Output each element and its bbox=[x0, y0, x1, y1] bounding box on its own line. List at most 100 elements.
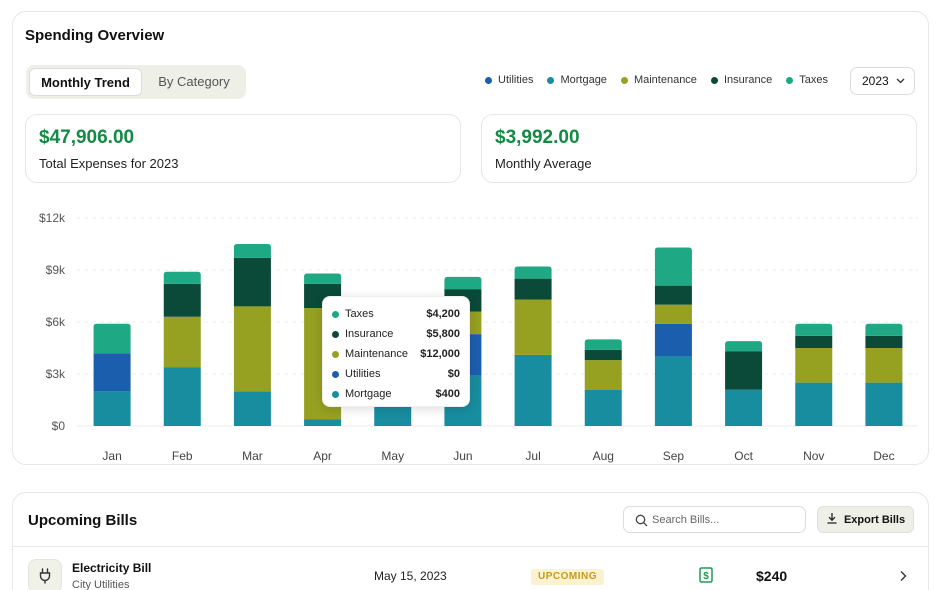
chart-legend: Utilities Mortgage Maintenance Insurance… bbox=[485, 74, 828, 86]
legend-dot bbox=[485, 76, 492, 84]
x-tick-label: Mar bbox=[242, 449, 263, 463]
chevron-down-icon bbox=[896, 68, 905, 104]
x-tick-label: Apr bbox=[313, 449, 332, 463]
search-bills-input[interactable] bbox=[652, 511, 800, 529]
tooltip-label: Mortgage bbox=[345, 388, 392, 400]
bar-segment-mortgage bbox=[304, 419, 342, 426]
view-toggle: Monthly Trend By Category bbox=[26, 65, 246, 99]
bar-segment-insurance bbox=[584, 349, 622, 361]
bill-provider: City Utilities bbox=[72, 579, 130, 590]
bar-segment-maintenance bbox=[865, 348, 903, 383]
bar-segment-mortgage bbox=[654, 356, 692, 426]
search-bills[interactable] bbox=[623, 506, 806, 533]
upcoming-bills-card: Upcoming Bills Export Bills Electricity … bbox=[12, 492, 929, 590]
bar-segment-mortgage bbox=[233, 391, 271, 426]
bar-segment-taxes bbox=[304, 273, 342, 284]
x-tick-label: May bbox=[381, 449, 404, 463]
dollar-bill-icon: $ bbox=[699, 567, 713, 588]
download-icon bbox=[826, 512, 838, 527]
bar-segment-mortgage bbox=[514, 354, 552, 426]
tooltip-dot bbox=[332, 390, 339, 398]
x-tick-label: Dec bbox=[873, 449, 894, 463]
bar-segment-maintenance bbox=[795, 348, 833, 383]
monthly-average-value: $3,992.00 bbox=[495, 127, 580, 148]
tooltip-value: $5,800 bbox=[426, 328, 460, 340]
bar-segment-utilities bbox=[93, 353, 131, 392]
status-badge: UPCOMING bbox=[531, 569, 604, 585]
divider bbox=[13, 546, 928, 547]
bill-due-date: May 15, 2023 bbox=[374, 569, 447, 583]
total-expenses-stat: $47,906.00 Total Expenses for 2023 bbox=[25, 114, 461, 183]
bar-segment-taxes bbox=[444, 276, 482, 290]
tooltip-label: Utilities bbox=[345, 368, 381, 380]
monthly-average-stat: $3,992.00 Monthly Average bbox=[481, 114, 917, 183]
tooltip-row-mortgage: Mortgage $400 bbox=[332, 384, 460, 404]
bill-row[interactable]: Electricity Bill City Utilities May 15, … bbox=[13, 547, 928, 590]
bar-segment-mortgage bbox=[93, 391, 131, 426]
legend-label: Taxes bbox=[799, 74, 828, 86]
bar-segment-utilities bbox=[654, 323, 692, 357]
y-tick-label: $6k bbox=[46, 315, 66, 329]
tooltip-row-taxes: Taxes $4,200 bbox=[332, 304, 460, 324]
bar-segment-mortgage bbox=[865, 382, 903, 426]
bar-segment-taxes bbox=[584, 339, 622, 350]
tooltip-value: $400 bbox=[435, 388, 460, 400]
spending-overview-card: Spending Overview Monthly Trend By Categ… bbox=[12, 11, 929, 465]
legend-taxes[interactable]: Taxes bbox=[786, 74, 828, 86]
bar-segment-insurance bbox=[795, 335, 833, 348]
svg-text:$: $ bbox=[703, 571, 709, 582]
bar-segment-taxes bbox=[233, 244, 271, 258]
tooltip-dot bbox=[332, 330, 339, 338]
spending-overview-title: Spending Overview bbox=[25, 27, 165, 44]
tooltip-label: Insurance bbox=[345, 328, 394, 340]
tooltip-label: Maintenance bbox=[345, 348, 408, 360]
monthly-average-label: Monthly Average bbox=[495, 156, 592, 171]
bar-segment-insurance bbox=[514, 278, 552, 300]
tab-monthly-trend[interactable]: Monthly Trend bbox=[29, 68, 142, 96]
tooltip-row-insurance: Insurance $5,800 bbox=[332, 324, 460, 344]
year-select-value: 2023 bbox=[862, 74, 889, 88]
year-select[interactable]: 2023 bbox=[850, 67, 915, 95]
legend-maintenance[interactable]: Maintenance bbox=[620, 74, 697, 86]
bar-segment-maintenance bbox=[584, 360, 622, 390]
export-bills-label: Export Bills bbox=[843, 513, 906, 526]
x-tick-label: Jun bbox=[453, 449, 472, 463]
bar-segment-mortgage bbox=[795, 382, 833, 426]
chart-tooltip: Taxes $4,200 Insurance $5,800 Maintenance $… bbox=[322, 296, 470, 407]
bar-segment-insurance bbox=[163, 283, 201, 317]
bar-segment-maintenance bbox=[654, 304, 692, 324]
legend-dot bbox=[710, 76, 718, 84]
export-bills-button[interactable]: Export Bills bbox=[817, 506, 914, 533]
x-tick-label: Nov bbox=[803, 449, 824, 463]
bar-segment-insurance bbox=[654, 285, 692, 305]
bar-segment-maintenance bbox=[163, 316, 201, 368]
bar-segment-taxes bbox=[163, 271, 201, 284]
bill-name: Electricity Bill bbox=[72, 561, 152, 575]
legend-mortgage[interactable]: Mortgage bbox=[547, 74, 607, 86]
tab-by-category[interactable]: By Category bbox=[158, 74, 230, 89]
legend-insurance[interactable]: Insurance bbox=[710, 74, 773, 86]
chevron-right-icon[interactable] bbox=[899, 569, 907, 587]
legend-label: Maintenance bbox=[633, 74, 697, 86]
tooltip-dot bbox=[332, 370, 339, 378]
legend-utilities[interactable]: Utilities bbox=[485, 74, 533, 86]
bar-segment-mortgage bbox=[163, 367, 201, 426]
bar-segment-taxes bbox=[514, 266, 552, 279]
legend-label: Utilities bbox=[498, 74, 534, 86]
legend-label: Insurance bbox=[723, 74, 773, 86]
bar-segment-taxes bbox=[654, 247, 692, 286]
x-tick-label: Aug bbox=[593, 449, 614, 463]
tooltip-label: Taxes bbox=[345, 308, 374, 320]
legend-dot bbox=[786, 76, 794, 84]
x-tick-label: Sep bbox=[663, 449, 685, 463]
bar-segment-taxes bbox=[93, 323, 131, 354]
total-expenses-value: $47,906.00 bbox=[39, 127, 135, 148]
legend-dot bbox=[620, 76, 628, 84]
tooltip-row-maintenance: Maintenance $12,000 bbox=[332, 344, 460, 364]
tooltip-value: $4,200 bbox=[426, 308, 460, 320]
tooltip-value: $0 bbox=[447, 368, 460, 380]
y-tick-label: $3k bbox=[46, 367, 66, 381]
tooltip-value: $12,000 bbox=[420, 348, 460, 360]
tooltip-dot bbox=[332, 310, 339, 318]
y-tick-label: $0 bbox=[52, 419, 66, 433]
